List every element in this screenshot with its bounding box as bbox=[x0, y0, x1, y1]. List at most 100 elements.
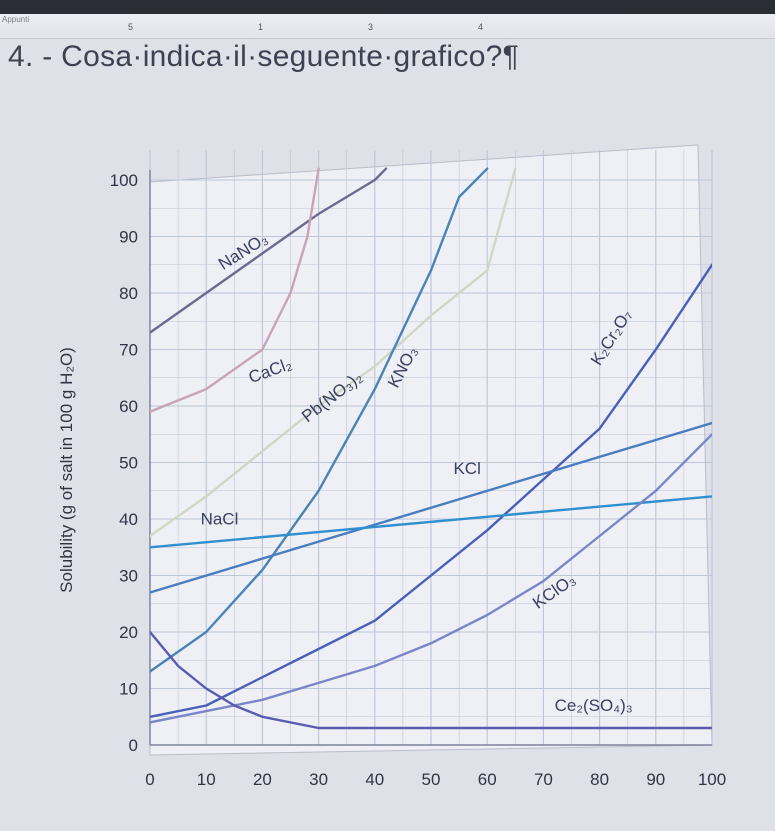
y-tick-label: 40 bbox=[119, 510, 138, 529]
x-tick-label: 10 bbox=[197, 770, 216, 789]
series-point bbox=[205, 495, 207, 498]
series-point bbox=[486, 727, 489, 729]
series-point bbox=[233, 704, 236, 707]
ruler-mark: 3 bbox=[368, 22, 374, 32]
series-point bbox=[598, 727, 601, 729]
series-point bbox=[711, 422, 712, 424]
series-point bbox=[317, 167, 320, 170]
series-line-8 bbox=[150, 630, 712, 730]
series-point bbox=[205, 710, 207, 712]
y-tick-label: 20 bbox=[119, 623, 138, 642]
series-point bbox=[486, 269, 489, 272]
series-point bbox=[317, 489, 320, 492]
y-tick-label: 90 bbox=[119, 228, 138, 247]
series-point bbox=[150, 631, 151, 633]
document-ruler[interactable]: Appunti 5 1 3 4 bbox=[0, 14, 775, 39]
series-point bbox=[711, 727, 712, 729]
series-point bbox=[486, 614, 489, 616]
series-point bbox=[486, 529, 489, 532]
series-point bbox=[306, 235, 309, 238]
series-point bbox=[317, 648, 320, 650]
x-tick-label: 40 bbox=[365, 770, 384, 789]
series-line-2 bbox=[150, 167, 517, 538]
x-tick-label: 90 bbox=[646, 770, 665, 789]
series-point bbox=[317, 213, 320, 215]
series-label: Ce₂(SO₄)₃ bbox=[555, 696, 633, 715]
series-point bbox=[374, 619, 376, 622]
x-tick-label: 100 bbox=[698, 770, 726, 789]
series-point bbox=[374, 388, 376, 390]
series-point bbox=[385, 167, 387, 170]
y-tick-label: 50 bbox=[119, 454, 138, 473]
series-line-0 bbox=[150, 167, 388, 334]
series-point bbox=[289, 292, 292, 294]
series-point bbox=[711, 433, 712, 436]
series-point bbox=[261, 715, 264, 718]
series-point bbox=[261, 699, 264, 701]
series-point bbox=[150, 715, 151, 718]
series-line-3 bbox=[150, 167, 489, 673]
series-point bbox=[711, 263, 712, 266]
series-point bbox=[261, 450, 264, 453]
ruler-mark: 5 bbox=[128, 22, 134, 32]
series-point bbox=[150, 331, 151, 334]
series-point bbox=[261, 676, 264, 678]
series-label: KCl bbox=[453, 459, 480, 478]
series-point bbox=[261, 569, 264, 571]
series-point bbox=[317, 405, 320, 407]
series-point bbox=[150, 535, 151, 537]
ruler-label: Appunti bbox=[2, 15, 30, 24]
series-line-5 bbox=[150, 421, 712, 594]
series-point bbox=[150, 721, 151, 724]
series-point bbox=[261, 348, 264, 351]
x-tick-label: 70 bbox=[534, 770, 553, 789]
series-point bbox=[374, 365, 376, 368]
series-point bbox=[150, 591, 151, 594]
y-tick-label: 30 bbox=[119, 567, 138, 586]
series-point bbox=[430, 269, 432, 272]
series-point bbox=[177, 665, 179, 667]
y-tick-label: 10 bbox=[119, 680, 138, 699]
y-tick-label: 100 bbox=[110, 171, 138, 190]
series-point bbox=[655, 348, 657, 351]
y-tick-label: 80 bbox=[119, 284, 138, 303]
y-axis-label: Solubility (g of salt in 100 g H₂O) bbox=[57, 347, 76, 593]
x-tick-label: 60 bbox=[478, 770, 497, 789]
x-tick-label: 20 bbox=[253, 770, 272, 789]
series-point bbox=[150, 670, 151, 673]
series-point bbox=[374, 665, 376, 667]
series-point bbox=[205, 388, 207, 390]
y-tick-label: 70 bbox=[119, 341, 138, 360]
series-point bbox=[655, 489, 657, 492]
series-point bbox=[150, 410, 151, 413]
series-point bbox=[205, 687, 207, 690]
series-point bbox=[458, 196, 460, 198]
series-point bbox=[430, 574, 432, 577]
ruler-mark: 1 bbox=[258, 22, 264, 32]
x-tick-label: 30 bbox=[309, 770, 328, 789]
series-line-6 bbox=[150, 495, 712, 549]
series-point bbox=[205, 292, 207, 294]
series-point bbox=[486, 167, 489, 170]
ruler-mark: 4 bbox=[478, 22, 484, 32]
series-label: NaCl bbox=[201, 510, 239, 529]
series-point bbox=[317, 682, 320, 684]
series-point bbox=[598, 535, 601, 537]
series-point bbox=[430, 314, 432, 317]
series-point bbox=[430, 642, 432, 645]
series-point bbox=[514, 167, 517, 170]
series-point bbox=[317, 727, 320, 729]
question-text: 4. - Cosa·indica·il·seguente·grafico?¶ bbox=[8, 40, 520, 73]
x-tick-label: 0 bbox=[145, 770, 154, 789]
x-tick-label: 50 bbox=[422, 770, 441, 789]
series-point bbox=[542, 478, 545, 481]
y-tick-label: 0 bbox=[129, 736, 138, 755]
series-point bbox=[374, 179, 376, 181]
series-point bbox=[374, 727, 376, 729]
series-point bbox=[205, 631, 207, 633]
y-tick-label: 60 bbox=[119, 397, 138, 416]
series-point bbox=[711, 495, 712, 498]
series-line-1 bbox=[150, 167, 320, 413]
x-tick-label: 80 bbox=[590, 770, 609, 789]
